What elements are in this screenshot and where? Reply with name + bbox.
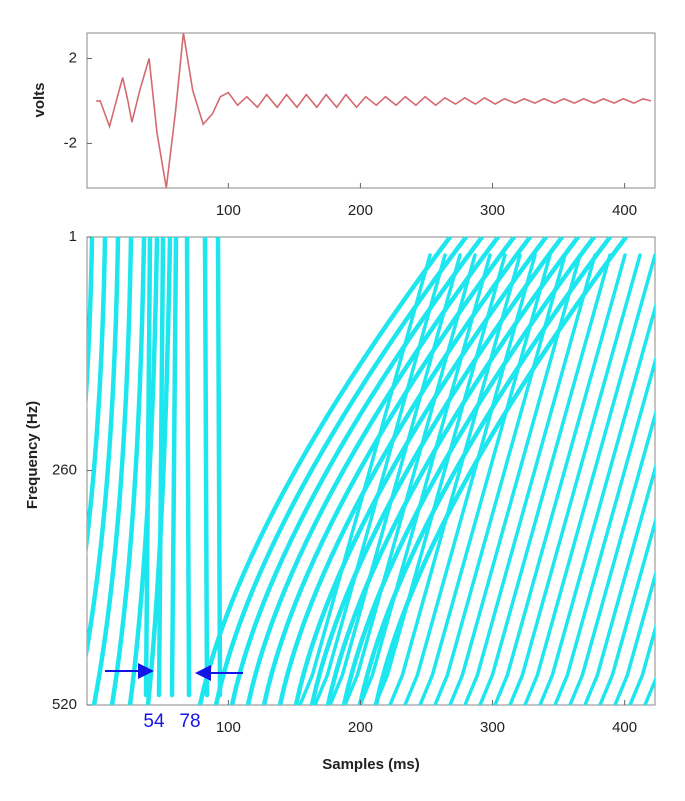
stripe [215, 237, 223, 698]
stripe [313, 253, 447, 705]
y-axis-label: volts [31, 82, 48, 117]
stripe [478, 253, 612, 705]
stripe [403, 253, 537, 705]
x-tick-label: 400 [612, 719, 637, 736]
stripe [184, 237, 192, 698]
stripe [493, 253, 627, 705]
stripe [373, 253, 507, 705]
stripe [598, 516, 655, 705]
stripe [538, 302, 655, 705]
stripe [523, 253, 655, 705]
y-tick-label: -2 [64, 134, 77, 151]
top-axes [86, 32, 656, 189]
stripe [341, 237, 597, 705]
stripe [433, 253, 567, 705]
stripe [328, 253, 462, 705]
stripe [418, 253, 552, 705]
stripe [553, 355, 655, 705]
y-tick-label: 520 [52, 696, 77, 713]
marker-label: 54 [143, 711, 165, 732]
marker-label: 78 [179, 711, 200, 732]
stripe [298, 253, 432, 705]
plot-area [96, 33, 652, 188]
stripe [463, 253, 597, 705]
stripe [109, 237, 147, 705]
stripe [508, 253, 642, 705]
y-tick-label: 2 [69, 49, 77, 66]
stripe [583, 462, 655, 705]
stripe [613, 569, 655, 705]
y-tick-label: 260 [52, 462, 77, 479]
stripe [373, 237, 629, 705]
stripe [143, 237, 153, 698]
stripe [87, 237, 108, 557]
stripe [87, 237, 121, 662]
x-tick-label: 100 [216, 202, 241, 219]
y-axis-label: Frequency (Hz) [24, 401, 41, 509]
stripe [388, 253, 522, 705]
stripe [325, 237, 581, 705]
waveform-line [96, 33, 652, 188]
x-tick-label: 400 [612, 202, 637, 219]
stripe [197, 237, 453, 705]
stripe [202, 237, 210, 698]
stripe [357, 237, 613, 705]
x-tick-label: 100 [216, 719, 241, 736]
x-axis-label: Samples (ms) [322, 756, 420, 773]
phase-stripes [87, 237, 655, 705]
x-tick-label: 300 [480, 719, 505, 736]
stripe [358, 253, 492, 705]
stripe [343, 253, 477, 705]
stripe [568, 409, 655, 705]
x-tick-label: 200 [348, 719, 373, 736]
stripe [448, 253, 582, 705]
stripe [213, 237, 469, 705]
stripe [156, 237, 166, 698]
stripe [87, 237, 95, 412]
stripe [91, 237, 134, 705]
y-tick-label: 1 [69, 228, 77, 245]
stripe [169, 237, 179, 698]
x-tick-label: 200 [348, 202, 373, 219]
x-tick-label: 300 [480, 202, 505, 219]
